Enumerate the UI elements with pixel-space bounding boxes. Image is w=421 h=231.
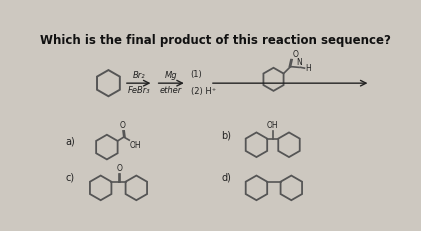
Text: O: O: [293, 50, 299, 59]
Text: Br₂: Br₂: [132, 71, 145, 80]
Text: Which is the final product of this reaction sequence?: Which is the final product of this react…: [40, 34, 391, 47]
Text: d): d): [221, 173, 232, 183]
Text: FeBr₃: FeBr₃: [127, 86, 150, 95]
Text: N: N: [296, 58, 302, 67]
Text: Mg: Mg: [165, 71, 178, 80]
Text: c): c): [65, 173, 74, 183]
Text: O: O: [116, 164, 122, 173]
Text: OH: OH: [267, 121, 279, 130]
Text: a): a): [65, 137, 75, 147]
Text: OH: OH: [130, 141, 141, 150]
Text: ether: ether: [160, 86, 182, 95]
Text: H: H: [305, 64, 311, 73]
Text: b): b): [221, 131, 232, 140]
Text: (2) H⁺: (2) H⁺: [191, 87, 216, 96]
Text: O: O: [120, 121, 126, 130]
Text: (1): (1): [191, 70, 203, 79]
